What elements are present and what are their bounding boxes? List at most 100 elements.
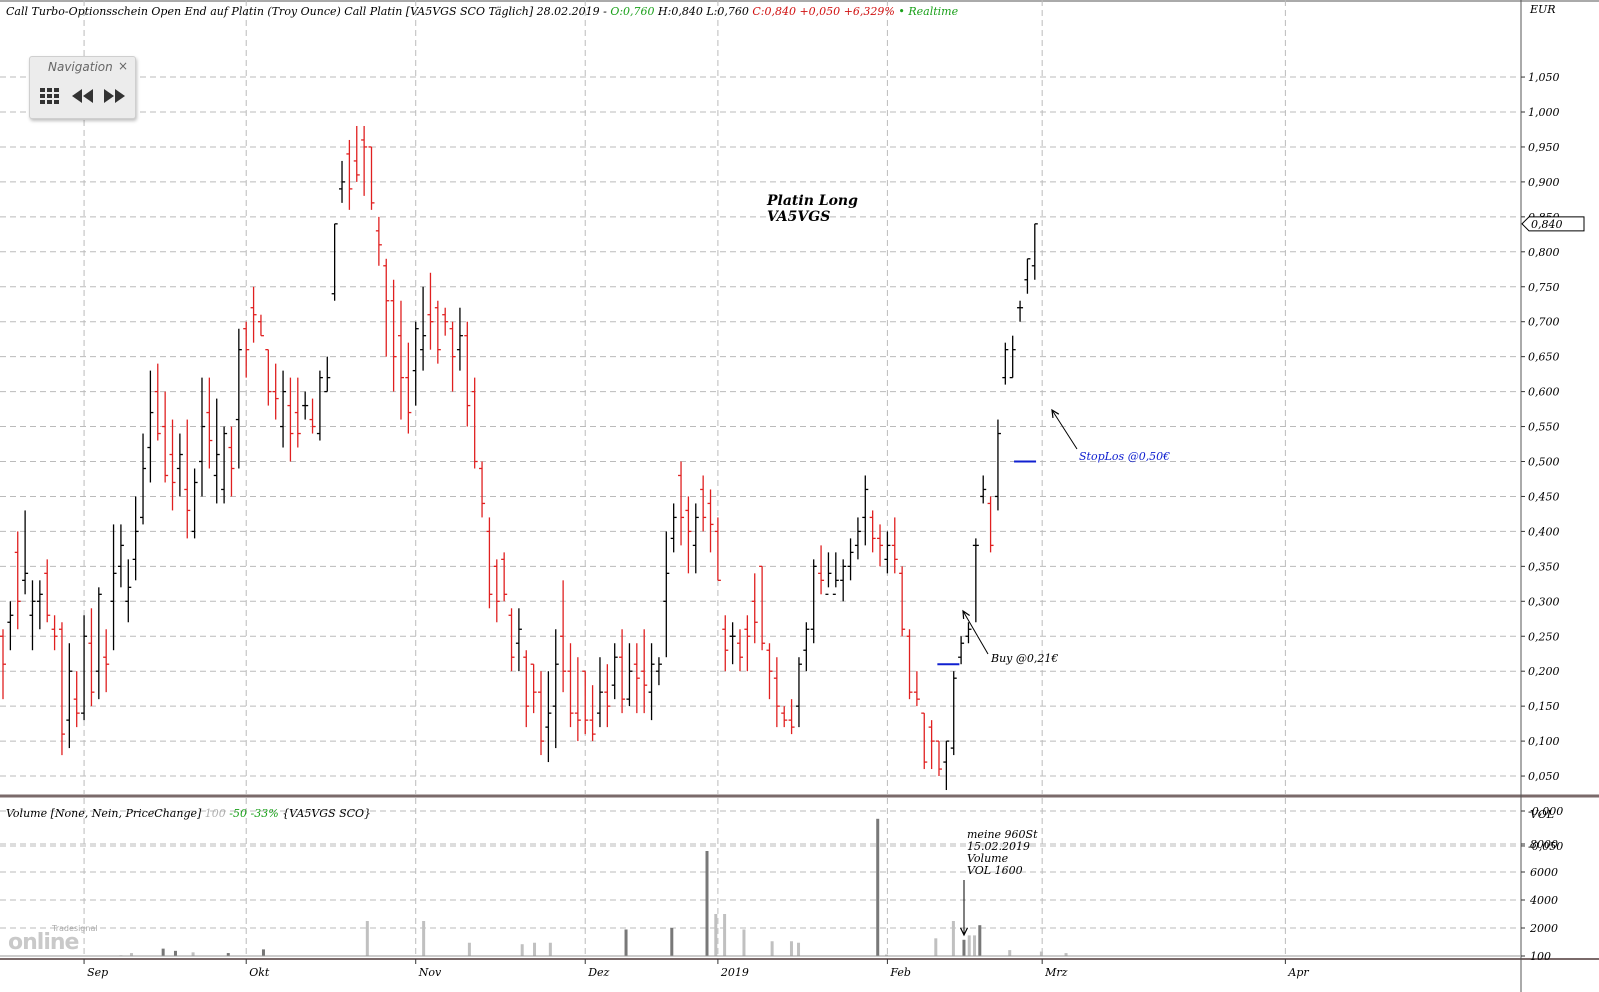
volume-note-line: Volume xyxy=(967,852,1009,865)
price-unit-label: EUR xyxy=(1529,3,1556,16)
time-label: Apr xyxy=(1287,966,1309,979)
chart-header: Call Turbo-Optionsschein Open End auf Pl… xyxy=(6,5,958,18)
volume-value-green: -50 -33% xyxy=(229,807,279,820)
volume-bar xyxy=(533,942,537,956)
close-icon[interactable]: × xyxy=(117,59,128,73)
volume-note-line: meine 960St xyxy=(967,828,1038,841)
volume-bar xyxy=(670,928,674,956)
volume-tick-label: 2000 xyxy=(1529,922,1558,935)
time-label: Feb xyxy=(889,966,911,979)
price-tick-label: 1,050 xyxy=(1528,71,1560,84)
volume-bar xyxy=(548,942,552,956)
logo-brand: online xyxy=(8,930,79,955)
volume-bar xyxy=(978,925,982,956)
price-tick-label: 0,600 xyxy=(1528,386,1560,399)
volume-bar xyxy=(714,914,718,956)
last-price-label: 0,840 xyxy=(1531,218,1563,231)
volume-value-gray: 100 xyxy=(204,807,226,820)
volume-bar xyxy=(129,953,133,956)
volume-bar xyxy=(705,851,709,956)
price-tick-label: 0,900 xyxy=(1528,176,1560,189)
price-tick-label: 0,350 xyxy=(1528,560,1560,573)
navigation-panel[interactable]: Navigation × xyxy=(29,56,136,119)
volume-note-arrow-head xyxy=(959,927,969,937)
high-value: H:0,840 xyxy=(658,5,703,18)
time-label: 2019 xyxy=(720,966,749,979)
price-tick-label: 0,750 xyxy=(1528,281,1560,294)
price-tick-label: 0,800 xyxy=(1528,246,1560,259)
volume-tick-label: 4000 xyxy=(1529,894,1558,907)
volume-bar xyxy=(261,949,265,956)
fast-forward-icon[interactable] xyxy=(101,86,127,106)
volume-unit-label: VOL xyxy=(1530,808,1554,821)
rewind-icon[interactable] xyxy=(70,86,96,106)
time-label: Okt xyxy=(249,966,270,979)
volume-bar xyxy=(173,950,177,956)
volume-tick-label: 8000 xyxy=(1530,838,1558,851)
buy-arrow-head xyxy=(962,609,970,620)
time-label: Nov xyxy=(418,966,442,979)
volume-bar xyxy=(951,921,955,956)
realtime-badge: • Realtime xyxy=(898,5,959,18)
price-tick-label: -0,000 xyxy=(1528,805,1563,818)
volume-bar xyxy=(191,952,195,956)
price-tick-label: 0,950 xyxy=(1528,141,1560,154)
change-value: +0,050 xyxy=(799,5,841,18)
price-tick-label: 0,700 xyxy=(1528,316,1560,329)
volume-tick-label: 6000 xyxy=(1530,866,1558,879)
chart-title: Call Turbo-Optionsschein Open End auf Pl… xyxy=(6,5,607,18)
volume-bar xyxy=(742,929,746,956)
volume-bar xyxy=(876,818,880,956)
volume-bar xyxy=(422,921,426,956)
price-tick-label: 0,150 xyxy=(1528,700,1560,713)
price-tick-label: 0,500 xyxy=(1528,456,1560,469)
volume-bar xyxy=(520,944,524,956)
price-tick-label: 1,000 xyxy=(1528,106,1560,119)
stop-annotation: StopLos @0,50€ xyxy=(1079,450,1170,463)
buy-arrow xyxy=(962,610,989,655)
annotation-title-line: VA5VGS xyxy=(767,209,830,225)
time-label: Mrz xyxy=(1044,966,1068,979)
grid-icon[interactable] xyxy=(39,86,63,106)
navigation-title: Navigation xyxy=(48,60,113,74)
tradesignal-logo: online Tradesignal xyxy=(8,924,98,955)
close-value: C:0,840 xyxy=(752,5,796,18)
volume-note-line: 15.02.2019 xyxy=(967,840,1030,853)
volume-title: Volume [None, Nein, PriceChange] xyxy=(6,807,202,820)
price-tick-label: -0,050 xyxy=(1528,840,1563,853)
volume-bar xyxy=(723,914,727,956)
price-tick-label: 0,400 xyxy=(1528,525,1560,538)
price-tick-label: 0,250 xyxy=(1528,630,1560,643)
annotation-title-line: Platin Long xyxy=(766,193,858,209)
price-tick-label: 0,650 xyxy=(1528,351,1560,364)
change-pct-value: +6,329% xyxy=(843,5,895,18)
time-label: Sep xyxy=(87,966,108,979)
volume-bar xyxy=(467,942,471,956)
volume-bar xyxy=(161,948,165,956)
volume-bar xyxy=(365,921,369,956)
volume-bar xyxy=(797,942,801,956)
volume-bar xyxy=(885,954,889,956)
volume-bar xyxy=(1008,950,1012,956)
open-value: O:0,760 xyxy=(610,5,655,18)
volume-instrument: {VA5VGS SCO} xyxy=(282,807,372,820)
volume-bar xyxy=(770,941,774,956)
stop-arrow xyxy=(1051,409,1078,450)
price-tick-label: 0,550 xyxy=(1528,421,1560,434)
volume-bar xyxy=(789,941,793,956)
volume-bar xyxy=(226,953,230,956)
price-tick-label: 0,050 xyxy=(1528,770,1560,783)
time-label: Dez xyxy=(587,966,609,979)
volume-header: Volume [None, Nein, PriceChange] 100 -50… xyxy=(6,807,371,820)
volume-bar xyxy=(1064,953,1068,956)
volume-bar xyxy=(624,929,628,956)
last-price-marker xyxy=(1521,216,1585,232)
price-tick-label: 0,450 xyxy=(1528,490,1560,503)
buy-annotation: Buy @0,21€ xyxy=(990,652,1058,665)
volume-tick-label: 100 xyxy=(1530,950,1551,963)
price-tick-label: 0,200 xyxy=(1528,665,1560,678)
price-tick-label: 0,100 xyxy=(1528,735,1560,748)
low-value: L:0,760 xyxy=(706,5,749,18)
